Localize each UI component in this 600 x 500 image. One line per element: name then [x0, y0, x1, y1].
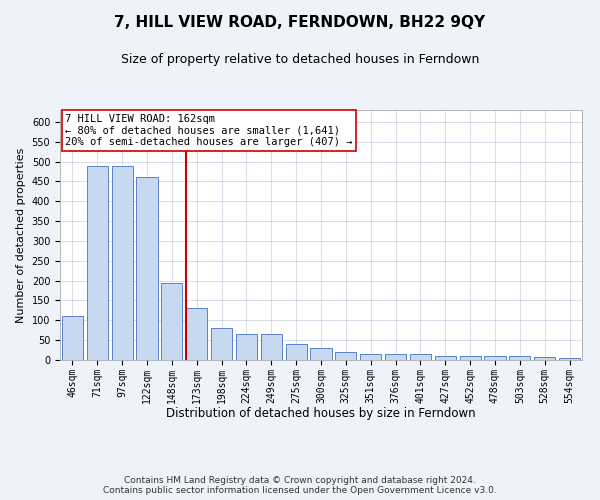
Bar [385, 354, 406, 360]
Bar [261, 334, 282, 360]
Y-axis label: Number of detached properties: Number of detached properties [16, 148, 26, 322]
Bar [186, 308, 207, 360]
Text: Distribution of detached houses by size in Ferndown: Distribution of detached houses by size … [166, 408, 476, 420]
Bar [112, 166, 133, 360]
Bar [335, 352, 356, 360]
Text: 7, HILL VIEW ROAD, FERNDOWN, BH22 9QY: 7, HILL VIEW ROAD, FERNDOWN, BH22 9QY [115, 15, 485, 30]
Text: Size of property relative to detached houses in Ferndown: Size of property relative to detached ho… [121, 52, 479, 66]
Bar [509, 356, 530, 360]
Bar [410, 354, 431, 360]
Bar [236, 334, 257, 360]
Bar [460, 356, 481, 360]
Bar [62, 316, 83, 360]
Bar [559, 358, 580, 360]
Bar [286, 344, 307, 360]
Bar [87, 166, 108, 360]
Bar [161, 282, 182, 360]
Bar [211, 328, 232, 360]
Bar [484, 356, 506, 360]
Bar [534, 357, 555, 360]
Bar [435, 356, 456, 360]
Bar [136, 178, 158, 360]
Text: 7 HILL VIEW ROAD: 162sqm
← 80% of detached houses are smaller (1,641)
20% of sem: 7 HILL VIEW ROAD: 162sqm ← 80% of detach… [65, 114, 353, 147]
Bar [360, 354, 381, 360]
Text: Contains HM Land Registry data © Crown copyright and database right 2024.
Contai: Contains HM Land Registry data © Crown c… [103, 476, 497, 495]
Bar [310, 348, 332, 360]
